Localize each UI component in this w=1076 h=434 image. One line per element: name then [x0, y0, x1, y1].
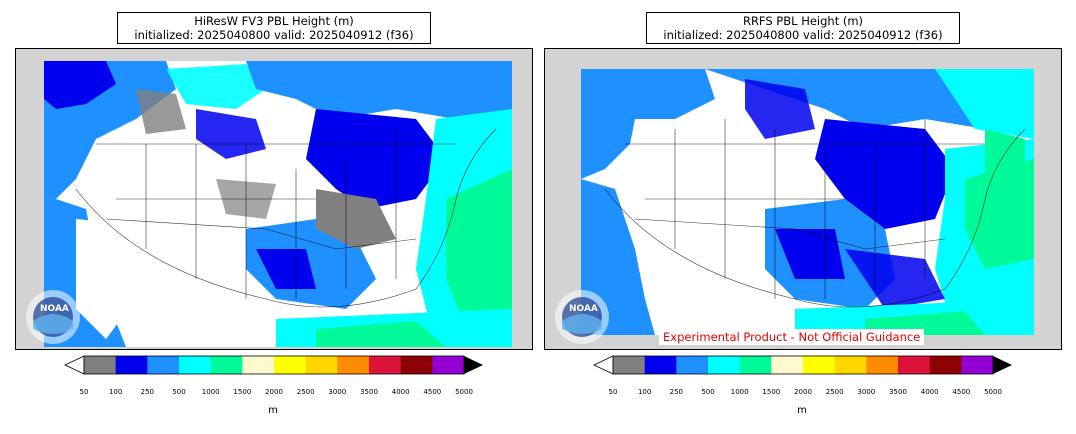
left-colorbar-segment: [210, 356, 243, 374]
right-title-line1: RRFS PBL Height (m): [742, 14, 864, 28]
left-colorbar-tick-label: 1000: [201, 388, 220, 396]
right-colorbar-segment: [644, 356, 677, 374]
right-colorbar-segment: [834, 356, 867, 374]
left-colorbar-segment: [242, 356, 275, 374]
right-colorbar-segment: [676, 356, 709, 374]
right-colorbar-tick-label: 2500: [825, 388, 844, 396]
left-colorbar-segment: [305, 356, 338, 374]
right-colorbar-tick-label: 1000: [730, 388, 749, 396]
right-colorbar-tick-label: 2000: [794, 388, 812, 396]
left-colorbar-segment: [147, 356, 180, 374]
left-colorbar-tick-label: 4500: [423, 388, 442, 396]
right-noaa-text: NOAA: [569, 304, 598, 314]
right-colorbar-tick-label: 3000: [857, 388, 876, 396]
left-map-canvas: [44, 61, 512, 347]
right-colorbar-tick-label: 100: [637, 388, 652, 396]
left-colorbar-border: [83, 355, 465, 375]
left-colorbar-tick-label: 500: [172, 388, 186, 396]
right-colorbar-tick-label: 250: [669, 388, 684, 396]
right-title-line2: initialized: 2025040800 valid: 202504091…: [663, 28, 943, 42]
left-colorbar-segment: [179, 356, 212, 374]
left-panel-title: HiResW FV3 PBL Height (m) initialized: 2…: [117, 12, 431, 44]
right-colorbar: [593, 355, 1012, 375]
left-colorbar-tick-label: 3000: [328, 388, 347, 396]
right-colorbar-segment: [929, 356, 962, 374]
right-colorbar-tick-label: 4500: [952, 388, 971, 396]
left-colorbar-tick-label: 100: [108, 388, 123, 396]
left-colorbar-tick-label: 5000: [455, 388, 473, 396]
right-colorbar-over-arrow: [993, 356, 1012, 374]
right-colorbar-tick-label: 5000: [984, 388, 1002, 396]
left-colorbar-tick-label: 2500: [296, 388, 315, 396]
left-colorbar-ticks: 50 100 250 500 1000 1500 2000 2500 3000 3500 4000 4…: [0, 388, 1076, 400]
right-colorbar-segment: [961, 356, 994, 374]
left-colorbar-unit: m: [268, 405, 278, 416]
left-colorbar-segment: [337, 356, 370, 374]
right-map: NOAA Experimental Product - Not Official…: [544, 48, 1062, 350]
left-noaa-text: NOAA: [40, 304, 69, 314]
right-colorbar-tick-label: 3500: [889, 388, 907, 396]
left-colorbar-tick-label: 1500: [233, 388, 252, 396]
left-map: NOAA: [15, 48, 533, 350]
right-map-canvas: [581, 69, 1034, 335]
noaa-logo-right: [555, 290, 609, 344]
right-colorbar-tick-label: 4000: [920, 388, 939, 396]
left-colorbar-segment: [432, 356, 465, 374]
left-colorbar-under-arrow: [64, 355, 85, 375]
right-colorbar-tick-label: 500: [701, 388, 715, 396]
left-title-line2: initialized: 2025040800 valid: 202504091…: [134, 28, 414, 42]
noaa-logo-left: [26, 290, 80, 344]
left-colorbar-segment: [274, 356, 307, 374]
left-title-line1: HiResW FV3 PBL Height (m): [194, 14, 354, 28]
right-colorbar-ticks: 50 100 250 500 1000 1500 2000 2500 3000 3500 4000 4…: [0, 388, 1076, 400]
left-colorbar-segment: [115, 356, 148, 374]
right-colorbar-segment: [866, 356, 899, 374]
experimental-warning: Experimental Product - Not Official Guid…: [659, 329, 925, 345]
left-colorbar-segment: [84, 356, 117, 374]
right-colorbar-border: [612, 355, 994, 375]
left-colorbar-segment: [369, 356, 402, 374]
left-colorbar-tick-label: 250: [140, 388, 155, 396]
right-colorbar-segment: [898, 356, 931, 374]
left-colorbar-tick-label: 3500: [360, 388, 378, 396]
right-colorbar-segment: [803, 356, 836, 374]
right-colorbar-tick-label: 1500: [762, 388, 781, 396]
right-colorbar-under-arrow: [593, 355, 614, 375]
left-colorbar-tick-label: 50: [79, 388, 89, 396]
left-colorbar-over-arrow: [464, 356, 483, 374]
right-colorbar-tick-label: 50: [608, 388, 618, 396]
right-colorbar-segment: [708, 356, 741, 374]
right-colorbar-segment: [771, 356, 804, 374]
left-colorbar-tick-label: 4000: [391, 388, 410, 396]
right-colorbar-segment: [739, 356, 772, 374]
left-colorbar: [64, 355, 483, 375]
right-panel-title: RRFS PBL Height (m) initialized: 2025040…: [646, 12, 960, 44]
right-colorbar-unit: m: [797, 405, 807, 416]
left-colorbar-segment: [400, 356, 433, 374]
left-colorbar-tick-label: 2000: [265, 388, 283, 396]
right-colorbar-segment: [613, 356, 646, 374]
